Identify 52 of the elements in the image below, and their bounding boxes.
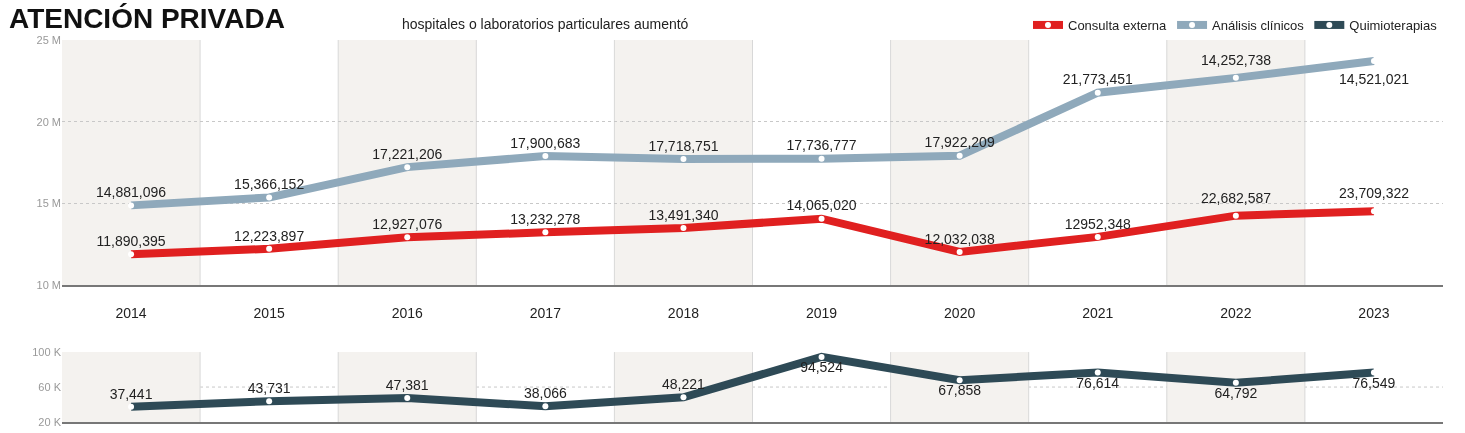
- data-label: 17,718,751: [648, 137, 719, 154]
- data-label: 12952,348: [1064, 215, 1132, 232]
- data-label: 12,032,038: [924, 230, 995, 247]
- x-tick-label: 2022: [1220, 304, 1252, 321]
- x-tick-label: 2014: [115, 304, 147, 321]
- data-label: 37,441: [109, 385, 153, 402]
- x-tick-label: 2023: [1358, 304, 1390, 321]
- y-tick-label: 25 M: [36, 33, 61, 46]
- data-label: 67,858: [938, 382, 982, 399]
- data-label: 14,881,096: [96, 184, 167, 201]
- x-tick-label: 2019: [805, 304, 838, 321]
- x-tick-label: 2016: [391, 304, 424, 321]
- data-label: 17,736,777: [786, 137, 857, 154]
- legend-label: Consulta externa: [1068, 18, 1168, 34]
- y-tick-label: 60 K: [38, 380, 62, 393]
- data-label: 38,066: [523, 384, 567, 401]
- y-tick-label: 10 M: [36, 279, 61, 291]
- y-tick-label: 20 K: [38, 415, 62, 428]
- chart-subtitle: hospitales o laboratorios particulares aumentó: [402, 16, 689, 32]
- data-label: 11,890,395: [96, 233, 166, 249]
- annotation: 22,682,587: [1201, 190, 1272, 206]
- data-label: 12,223,897: [234, 227, 305, 244]
- data-label: 76,549: [1352, 374, 1396, 391]
- x-tick-label: 2017: [529, 304, 562, 321]
- legend-label: Quimioterapias: [1349, 18, 1438, 34]
- data-label: 21,773,451: [1062, 71, 1133, 88]
- data-label: 43,731: [247, 380, 291, 397]
- x-tick-label: 2015: [253, 304, 285, 321]
- data-label: 64,792: [1214, 385, 1258, 402]
- y-tick-label: 100 K: [32, 345, 62, 358]
- y-tick-label: 15 M: [36, 197, 61, 210]
- x-tick-label: 2018: [667, 304, 700, 321]
- data-label: 76,614: [1076, 374, 1120, 391]
- data-label: 13,232,278: [510, 211, 581, 228]
- x-tick-label: 2020: [944, 304, 976, 321]
- y-tick-label: 20 M: [36, 115, 61, 128]
- legend-label: Análisis clínicos: [1212, 18, 1305, 34]
- data-label: 12,927,076: [372, 216, 443, 233]
- annotation: 23,709,322: [1339, 185, 1410, 201]
- data-label: 47,381: [385, 376, 429, 393]
- data-label: 17,900,683: [510, 134, 581, 151]
- x-tick-label: 2021: [1082, 304, 1114, 321]
- annotation: 14,521,021: [1339, 71, 1410, 87]
- data-label: 17,221,206: [372, 145, 443, 162]
- data-label: 94,524: [800, 359, 844, 376]
- data-label: 14,065,020: [786, 197, 857, 214]
- chart-title: ATENCIÓN PRIVADA: [9, 3, 285, 34]
- annotation: 14,252,738: [1201, 52, 1272, 68]
- data-label: 17,922,209: [924, 134, 995, 151]
- data-label: 48,221: [662, 376, 706, 393]
- data-label: 13,491,340: [648, 206, 719, 223]
- data-label: 15,366,152: [234, 176, 305, 193]
